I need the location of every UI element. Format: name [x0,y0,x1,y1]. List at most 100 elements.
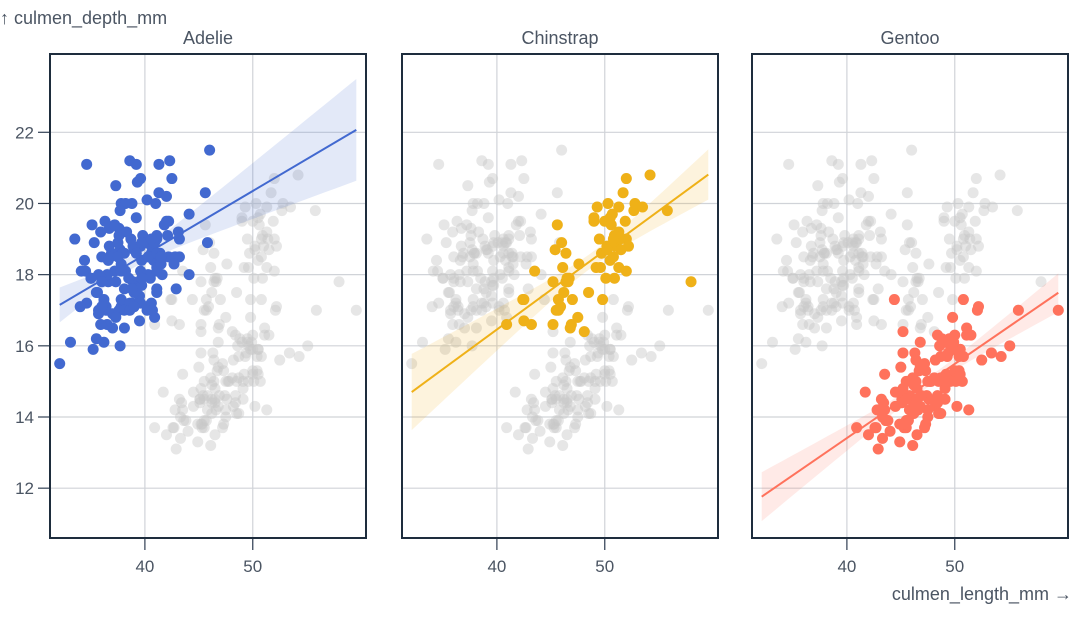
background-point [969,215,981,227]
background-point [599,343,611,355]
background-point [221,258,233,270]
background-point [192,418,204,430]
background-point [613,404,625,416]
background-point [589,375,601,387]
background-point [442,286,454,298]
data-point [951,400,963,412]
background-point [445,304,457,316]
background-point [879,265,891,277]
background-point [514,230,526,241]
background-point [252,212,264,224]
data-point [557,262,569,274]
data-point [107,322,119,334]
background-point [811,265,823,277]
background-point [487,240,499,252]
background-point [259,329,271,341]
background-point [524,226,536,238]
background-point [237,375,249,387]
background-point [455,240,467,252]
background-point [821,265,833,277]
background-point [838,279,850,291]
background-point [503,247,515,259]
background-point [851,311,863,323]
data-point [110,180,122,192]
background-point [486,315,498,327]
background-point [572,404,584,416]
background-point [208,276,220,288]
background-point [621,304,633,316]
background-point [585,407,597,419]
background-point [970,265,982,277]
background-point [251,365,263,377]
data-point [928,372,940,384]
background-point [520,422,532,434]
data-point [619,215,631,227]
background-point [263,244,275,256]
background-point [503,286,515,298]
background-point [487,265,499,277]
background-point [850,237,862,249]
data-point [872,443,884,455]
background-point [244,247,256,259]
background-point [475,272,487,284]
background-point [535,208,547,220]
background-point [571,390,583,402]
background-point [544,436,556,448]
background-point [529,368,541,380]
background-point [431,254,443,266]
background-point [979,197,991,209]
background-point [239,351,251,362]
background-point [509,386,521,398]
background-point [212,336,224,348]
background-point [944,262,956,274]
data-point [142,251,154,263]
background-point [943,233,955,245]
background-point [1035,276,1047,288]
background-point [251,351,263,362]
background-point [195,418,207,430]
background-point [442,333,454,345]
background-point [963,201,975,213]
background-point [826,304,838,316]
background-point [503,230,515,241]
data-point [112,251,124,263]
background-point [350,304,362,316]
background-point [574,375,586,387]
background-point [604,343,616,355]
data-point [895,361,907,373]
background-point [169,404,181,416]
background-point [987,201,999,213]
background-point [203,301,215,313]
background-point [210,276,222,288]
background-point [226,372,238,384]
background-point [515,215,527,227]
data-point [549,244,561,256]
background-point [406,358,418,370]
data-point [564,322,576,334]
background-point [963,226,975,238]
background-point [283,347,295,359]
data-point [661,205,673,217]
background-point [526,411,538,423]
background-point [468,247,480,259]
background-point [856,251,868,263]
background-point [818,247,830,259]
data-point [79,254,91,266]
background-point [853,283,865,295]
background-point [589,383,601,395]
background-point [550,393,562,405]
background-point [220,404,232,416]
data-point [591,201,603,213]
background-point [776,301,788,313]
background-point [954,254,966,266]
background-point [255,294,267,306]
data-point [183,269,195,281]
background-point [598,336,610,348]
background-point [963,262,975,274]
background-point [569,358,581,370]
facet-gentoo: Gentoo 40 50 [751,28,1069,576]
data-point [110,276,122,288]
background-point [798,251,810,263]
data-point [948,336,960,348]
